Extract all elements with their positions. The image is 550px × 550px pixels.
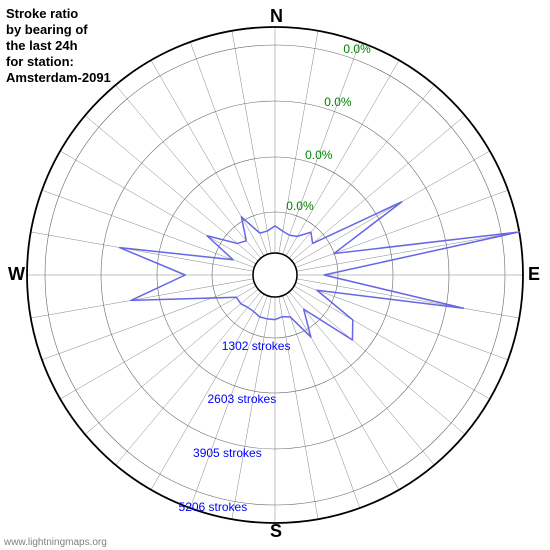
- ring-label-top-3: 0.0%: [343, 42, 370, 56]
- ring-label-bottom-2: 3905 strokes: [193, 446, 262, 460]
- cardinal-w: W: [8, 264, 25, 285]
- cardinal-n: N: [270, 6, 283, 27]
- ring-label-bottom-0: 1302 strokes: [222, 339, 291, 353]
- attribution-text: www.lightningmaps.org: [4, 537, 107, 548]
- chart-container: Stroke ratio by bearing of the last 24h …: [0, 0, 550, 550]
- ring-label-top-2: 0.0%: [324, 95, 351, 109]
- chart-title: Stroke ratio by bearing of the last 24h …: [6, 6, 111, 86]
- ring-label-bottom-1: 2603 strokes: [208, 392, 277, 406]
- cardinal-s: S: [270, 521, 282, 542]
- ring-label-top-1: 0.0%: [305, 148, 332, 162]
- cardinal-e: E: [528, 264, 540, 285]
- ring-label-bottom-3: 5206 strokes: [179, 500, 248, 514]
- ring-label-top-0: 0.0%: [286, 199, 313, 213]
